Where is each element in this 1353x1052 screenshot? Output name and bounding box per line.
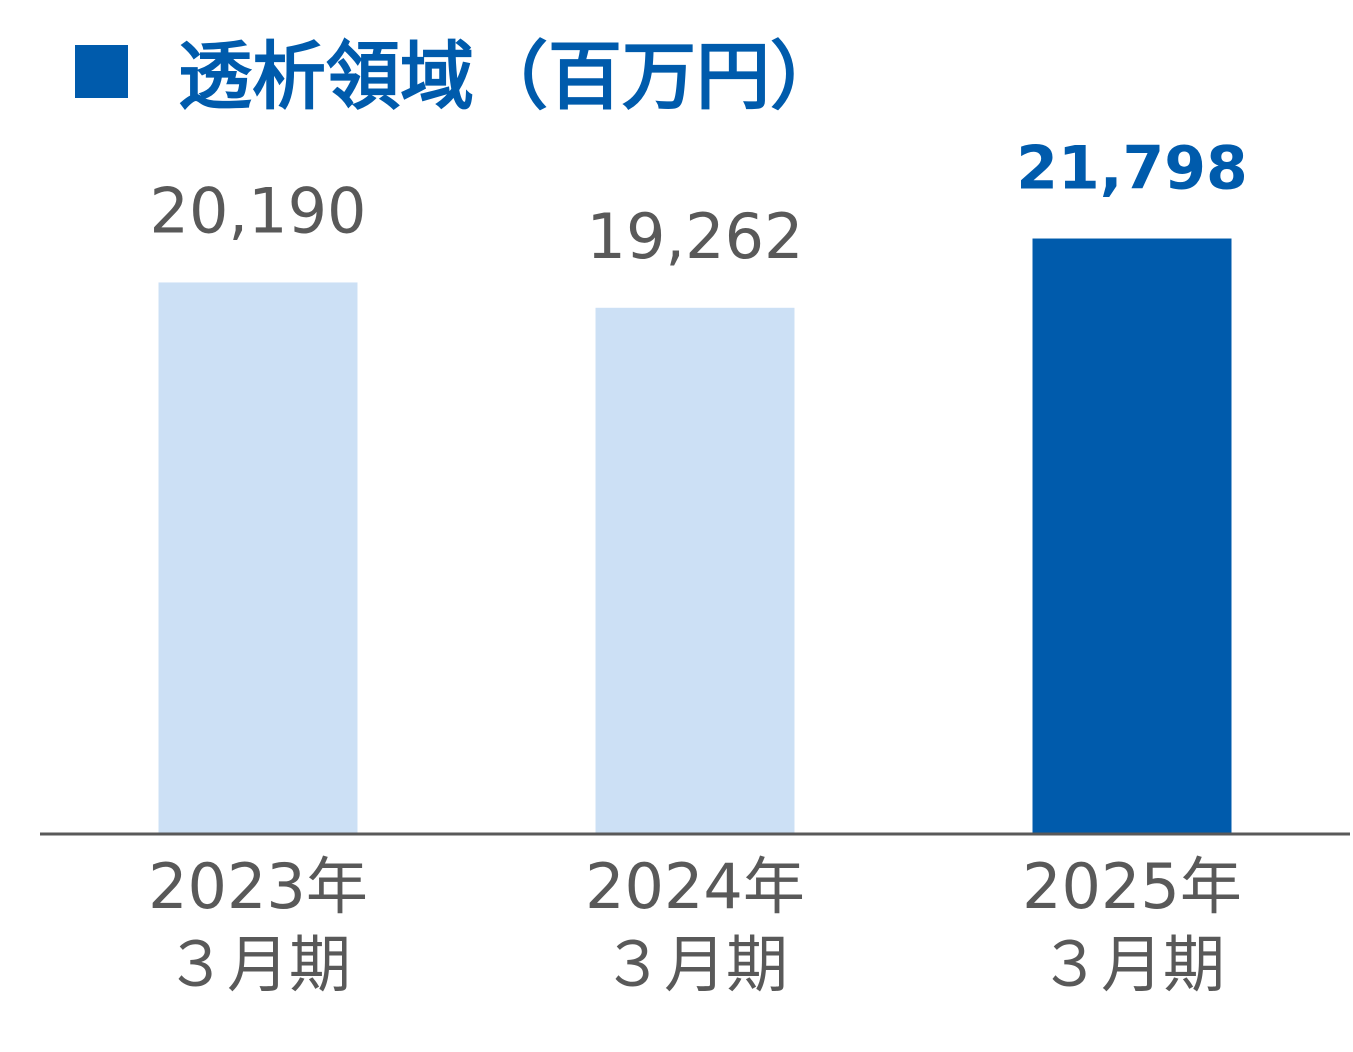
category-label-2-line2: ３月期	[602, 928, 788, 1001]
value-label-3: 21,798	[1016, 134, 1248, 204]
title-marker	[75, 45, 128, 98]
bar-3	[1032, 238, 1232, 834]
category-label-2-line1: 2024年	[585, 850, 805, 923]
bar-2	[595, 307, 795, 834]
category-label-3-line1: 2025年	[1022, 850, 1242, 923]
category-label-1-line1: 2023年	[148, 850, 368, 923]
value-label-2: 19,262	[587, 200, 804, 273]
value-labels-group: 20,190 19,262 21,798	[150, 134, 1248, 273]
value-label-1: 20,190	[150, 174, 367, 247]
category-label-1-line2: ３月期	[165, 928, 351, 1001]
chart-title: 透析領域（百万円）	[178, 34, 844, 120]
bar-1	[158, 282, 358, 834]
category-label-3-line2: ３月期	[1039, 928, 1225, 1001]
bars-group	[158, 238, 1232, 834]
